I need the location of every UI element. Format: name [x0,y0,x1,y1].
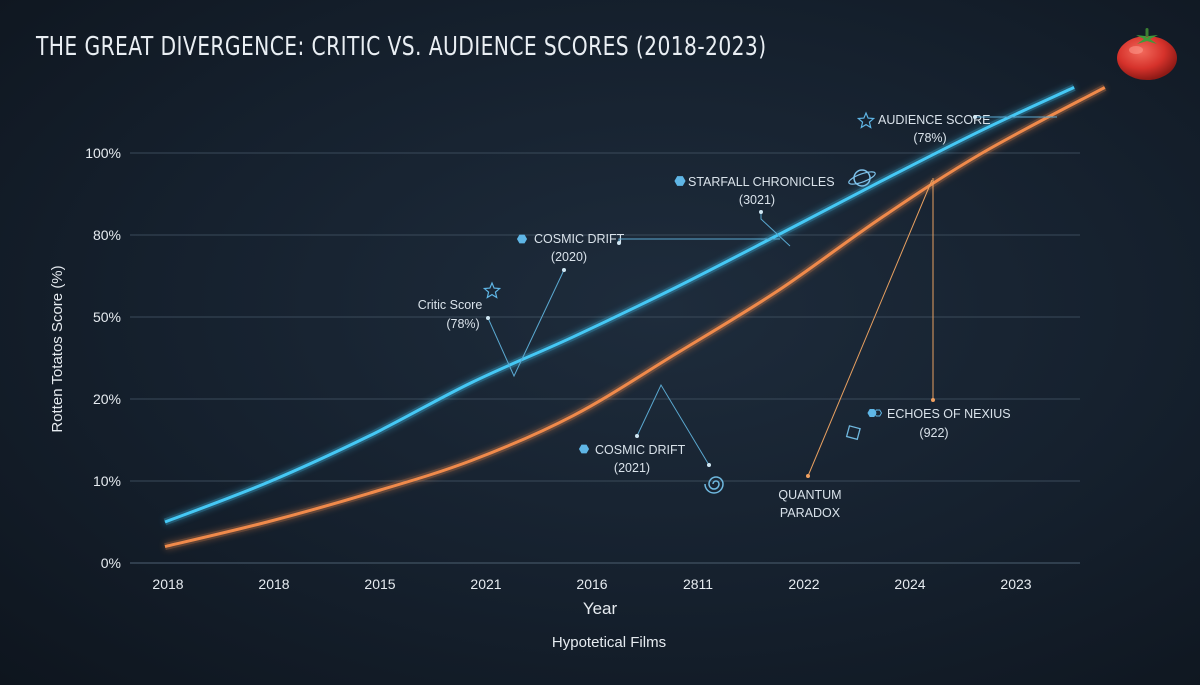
chart-title: THE GREAT DIVERGENCE: CRITIC VS. AUDIENC… [36,32,767,62]
annotation-cosmic-drift-2021: COSMIC DRIFT [595,443,686,457]
annotation-critic-value: (78%) [446,317,479,331]
critic-line [164,86,1106,549]
planet-ring-icon [848,171,876,185]
audience-line [164,86,1075,524]
y-tick-label: 10% [93,473,121,489]
x-tick-label: 2024 [894,576,925,592]
x-tick-label: 2023 [1000,576,1031,592]
leader-dot [759,210,763,214]
annotation-cosmic-drift-2020-year: (2020) [551,250,587,264]
star-icon [856,111,876,129]
y-tick-label: 50% [93,309,121,325]
hexagon-icon [578,444,590,454]
x-tick-label: 2021 [470,576,501,592]
x-tick-label: 2015 [364,576,395,592]
leader-line [807,179,933,477]
x-tick-label: 2018 [152,576,183,592]
annotation-audience-score: AUDIENCE SCORE [878,113,991,127]
y-tick-label: 80% [93,227,121,243]
leader-dot [562,268,566,272]
leader-dot [635,434,639,438]
leader-dot [617,241,621,245]
x-tick-label: 2018 [258,576,289,592]
y-tick-label: 0% [101,555,121,571]
annotation-quantum-paradox-2: PARADOX [780,506,841,520]
leader-line [487,269,565,378]
chart-caption: Hypotetical Films [552,634,666,651]
hexagon-icon [516,234,528,244]
x-tick-label: 2022 [788,576,819,592]
spiral-icon [704,476,724,494]
y-axis-title: Rotten Totatos Score (%) [49,265,66,432]
leader-dot [973,115,977,119]
leader-dot [806,474,810,478]
annotation-echoes-of-nexius: ECHOES OF NEXIUS [887,407,1011,421]
leader-dot [931,398,935,402]
y-tick-label: 20% [93,391,121,407]
annotation-cosmic-drift-2021-year: (2021) [614,461,650,475]
x-axis-title: Year [583,599,618,618]
hexagon-icon [674,176,686,186]
leader-line [760,212,791,247]
cube-icon [845,425,861,441]
planet-icon [853,169,871,187]
annotation-starfall: STARFALL CHRONICLES [688,175,835,189]
leader-dot [486,316,490,320]
hexagon-icon [867,409,877,417]
hexagon-icon [873,409,883,417]
x-tick-label: 2016 [576,576,607,592]
star-icon [482,281,502,299]
series-lines [163,84,1107,551]
annotation-echoes-year: (922) [919,426,948,440]
y-tick-labels: 0% 10% 20% 50% 80% 100% [85,145,121,571]
x-tick-labels: 2018 2018 2015 2021 2016 2811 2022 2024 2023 [152,576,1031,592]
annotation-critic-score: Critic Score [418,298,483,312]
x-tick-label: 2811 [683,576,713,592]
gridlines [130,152,1080,564]
leader-dot [707,463,711,467]
annotation-audience-value: (78%) [913,131,946,145]
tomato-logo [1117,28,1177,80]
annotations: AUDIENCE SCORE (78%) STARFALL CHRONICLES (3… [418,111,1057,520]
leader-line [636,383,710,466]
y-tick-label: 100% [85,145,121,161]
annotation-cosmic-drift-2020: COSMIC DRIFT [534,232,625,246]
leader-line [618,238,780,243]
annotation-starfall-year: (3021) [739,193,775,207]
annotation-quantum-paradox: QUANTUM [778,488,841,502]
